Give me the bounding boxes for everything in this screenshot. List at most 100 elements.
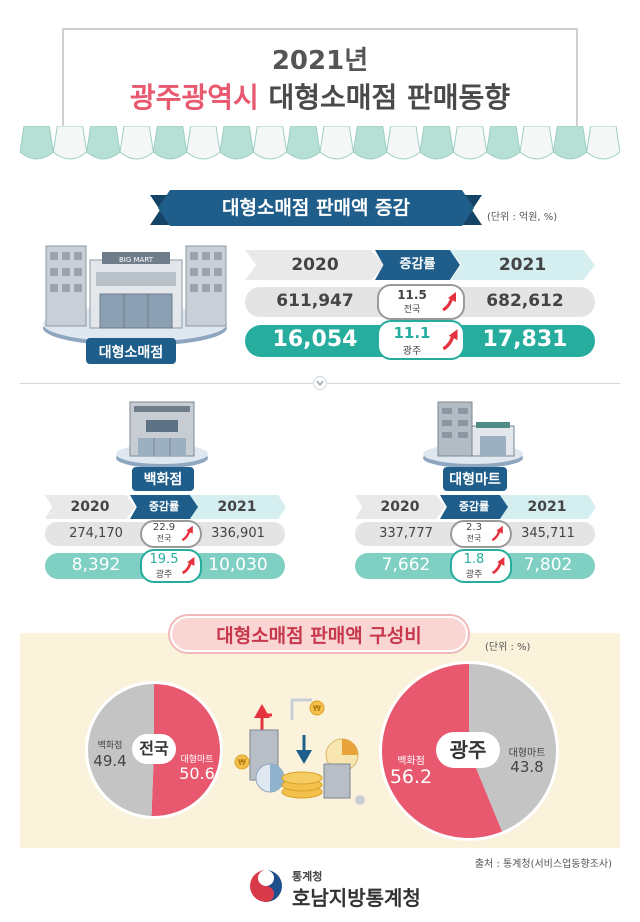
- pie-slice-department-store: [87, 684, 154, 816]
- awning-stripe: [519, 126, 554, 160]
- awning-stripe: [52, 126, 88, 160]
- title-region: 광주광역시: [129, 81, 259, 114]
- pie-slice-hypermarket: [469, 664, 556, 832]
- org-name-small: 통계청: [292, 870, 323, 883]
- mart-col-rate: 증감률: [440, 495, 508, 519]
- gwangju-2020: 16,054: [272, 327, 358, 352]
- shopping-money-illustration: ₩ ₩: [234, 698, 365, 805]
- org-name-large: 호남지방통계청: [292, 886, 421, 910]
- dept-national-rate-label: 전국: [156, 534, 172, 543]
- department-store-label: 백화점: [132, 467, 194, 491]
- mart-col-2021: 2021: [498, 495, 596, 519]
- mart-national-rate-label: 전국: [466, 534, 482, 543]
- gwangju-dept-value: 56.2: [389, 766, 433, 788]
- mart-national-rate: 2.3: [466, 522, 482, 533]
- national-dept-label: 백화점: [97, 741, 123, 751]
- dept-gwangju-rate-badge: 19.5 광주: [140, 549, 202, 583]
- arrow-up-icon: [491, 556, 505, 575]
- dept-national-rate: 22.9: [152, 522, 176, 533]
- dept-gwangju-rate: 19.5: [149, 552, 179, 567]
- hypermarket-label: 대형마트: [443, 467, 507, 491]
- gwangju-rate: 11.1: [393, 324, 431, 342]
- gwangju-pie-center: 광주: [436, 732, 500, 768]
- gwangju-mart-label: 대형마트: [508, 748, 546, 759]
- awning-stripe: [319, 126, 354, 160]
- awning-stripe: [552, 126, 588, 160]
- awning-stripe: [20, 126, 54, 160]
- dept-col-2020: 2020: [45, 495, 135, 519]
- dept-gwangju-2020: 8,392: [71, 555, 121, 575]
- big-mart-illustration: BIG MART: [43, 245, 227, 346]
- svg-text:BIG MART: BIG MART: [119, 256, 154, 264]
- national-2020: 611,947: [276, 291, 354, 311]
- section1-header: 대형소매점 판매액 증감: [158, 190, 474, 226]
- title-subject: 대형소매점 판매동향: [268, 81, 511, 114]
- national-rate: 11.5: [397, 288, 427, 302]
- mart-gwangju-2020: 7,662: [381, 555, 431, 575]
- awning-stripe: [286, 126, 321, 160]
- chevron-down-icon: [313, 376, 327, 390]
- arrow-up-icon: [491, 525, 503, 542]
- section2-header: 대형소매점 판매액 구성비: [170, 616, 468, 652]
- svg-text:₩: ₩: [238, 758, 246, 767]
- awning-stripe: [352, 126, 388, 160]
- awning-stripe: [586, 126, 620, 160]
- awning-stripe: [252, 126, 288, 160]
- awning-decoration: [20, 126, 620, 160]
- pie-slice-hypermarket: [151, 684, 220, 816]
- source-note: 출처 : 통계청(서비스업동향조사): [474, 859, 612, 870]
- mart-gwangju-rate: 1.8: [463, 552, 485, 567]
- national-pie-center: 전국: [132, 734, 176, 764]
- awning-stripe: [452, 126, 488, 160]
- gwangju-2021: 17,831: [482, 327, 568, 352]
- mart-national-2020: 337,777: [379, 526, 433, 541]
- mart-national-2021: 345,711: [521, 526, 575, 541]
- awning-stripe: [486, 126, 521, 160]
- national-mart-value: 50.6: [179, 764, 215, 783]
- awning-stripe: [119, 126, 154, 160]
- dept-national-2020: 274,170: [69, 526, 123, 541]
- gwangju-mart-value: 43.8: [510, 758, 544, 776]
- national-2021: 682,612: [486, 291, 564, 311]
- national-dept-value: 49.4: [93, 752, 127, 770]
- dept-national-2021: 336,901: [211, 526, 265, 541]
- mart-gwangju-2021: 7,802: [523, 555, 573, 575]
- section1-header-row: 2020 2021 증감률: [245, 250, 595, 280]
- awning-stripe: [86, 126, 121, 160]
- statistics-korea-logo: [250, 870, 282, 902]
- mart-gwangju-rate-badge: 1.8 광주: [450, 549, 512, 583]
- title-frame: 2021년 광주광역시 대형소매점 판매동향: [62, 28, 578, 128]
- section1-unit: (단위 : 억원, %): [487, 212, 558, 223]
- mart-col-2020: 2020: [355, 495, 445, 519]
- department-store-illustration: [116, 401, 208, 468]
- gwangju-dept-label: 백화점: [397, 756, 425, 767]
- dept-gwangju-rate-label: 광주: [155, 570, 173, 580]
- awning-stripe: [386, 126, 421, 160]
- gwangju-rate-label: 광주: [402, 346, 422, 357]
- arrow-up-icon: [181, 525, 193, 542]
- arrow-up-icon: [442, 292, 456, 312]
- arrow-up-icon: [181, 556, 195, 575]
- awning-stripe: [186, 126, 221, 160]
- page-title: 광주광역시 대형소매점 판매동향: [64, 76, 576, 116]
- hypermarket-illustration: [423, 401, 523, 468]
- big-mart-label: 대형소매점: [86, 338, 176, 364]
- title-year: 2021년: [271, 46, 369, 76]
- mart-gwangju-rate-label: 광주: [465, 570, 483, 580]
- arrow-up-icon: [442, 329, 458, 351]
- dept-national-rate-badge: 22.9 전국: [140, 520, 202, 548]
- dept-gwangju-2021: 10,030: [208, 555, 268, 575]
- svg-text:₩: ₩: [313, 704, 321, 713]
- col-rate: 증감률: [375, 250, 460, 280]
- col-2020: 2020: [245, 250, 385, 280]
- mart-national-rate-badge: 2.3 전국: [450, 520, 512, 548]
- dept-col-2021: 2021: [188, 495, 286, 519]
- col-2021: 2021: [450, 250, 595, 280]
- national-rate-label: 전국: [403, 305, 421, 315]
- awning-stripe: [419, 126, 454, 160]
- awning-stripe: [152, 126, 188, 160]
- national-mart-label: 대형마트: [180, 755, 214, 765]
- section2-unit: (단위 : %): [485, 642, 531, 653]
- dept-col-rate: 증감률: [130, 495, 198, 519]
- awning-stripe: [219, 126, 254, 160]
